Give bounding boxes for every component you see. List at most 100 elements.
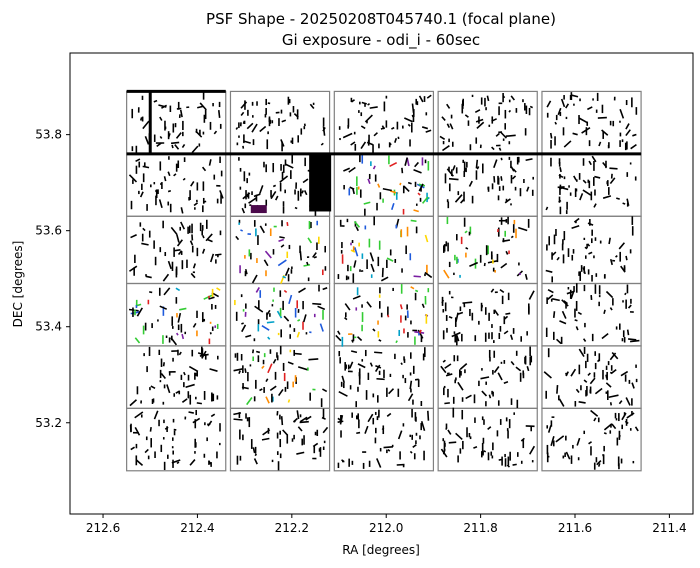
psf-whisker	[265, 396, 270, 404]
psf-whisker	[202, 235, 205, 239]
y-tick-label: 53.4	[35, 320, 62, 334]
psf-whisker	[209, 368, 218, 372]
psf-whisker	[251, 123, 258, 133]
psf-whisker	[625, 255, 628, 261]
psf-whisker	[390, 202, 395, 211]
psf-whisker	[626, 412, 635, 419]
chart-title: PSF Shape - 20250208T045740.1 (focal pla…	[206, 10, 556, 28]
psf-whisker	[360, 141, 367, 149]
ccd-outline	[229, 407, 331, 472]
psf-whisker	[594, 387, 603, 395]
psf-whisker	[219, 190, 224, 199]
psf-whisker	[259, 185, 264, 194]
psf-whisker	[144, 136, 150, 145]
psf-whisker	[624, 420, 629, 425]
psf-whisker	[524, 273, 528, 280]
psf-whisker	[552, 311, 556, 318]
psf-whisker	[355, 226, 359, 232]
psf-whisker	[624, 292, 627, 296]
psf-whisker	[556, 338, 562, 345]
psf-whisker	[293, 113, 299, 118]
psf-whisker	[407, 393, 414, 402]
psf-whisker	[240, 111, 245, 117]
psf-whisker	[238, 370, 241, 375]
psf-whisker	[566, 290, 575, 295]
psf-whisker	[298, 287, 306, 294]
psf-whisker	[208, 159, 212, 166]
psf-whisker	[464, 114, 469, 118]
psf-whisker	[563, 140, 572, 148]
psf-whisker	[171, 459, 181, 464]
psf-whisker	[504, 198, 511, 204]
psf-whisker	[322, 426, 329, 434]
psf-whisker	[587, 372, 591, 377]
psf-whisker	[153, 99, 158, 103]
psf-whisker	[180, 207, 184, 214]
psf-whisker	[386, 412, 392, 417]
ccd-outline	[229, 345, 331, 409]
psf-whisker	[407, 123, 411, 127]
psf-whisker	[179, 307, 187, 311]
psf-whisker	[582, 179, 587, 184]
psf-whisker	[565, 371, 569, 377]
psf-whisker	[139, 117, 143, 121]
psf-whisker	[210, 413, 216, 418]
psf-whisker	[418, 183, 424, 192]
psf-whisker	[149, 427, 152, 432]
psf-whisker	[213, 130, 218, 135]
psf-whisker	[320, 142, 324, 146]
psf-whisker	[593, 203, 597, 208]
psf-whisker	[241, 207, 246, 214]
psf-whisker	[388, 388, 395, 395]
psf-whisker	[282, 429, 289, 436]
psf-whisker	[251, 274, 258, 284]
psf-whisker	[303, 263, 311, 267]
psf-whisker	[217, 110, 221, 118]
psf-whisker	[353, 260, 357, 268]
plot-frame	[69, 52, 694, 515]
psf-whisker	[272, 358, 277, 364]
psf-whisker	[413, 275, 421, 278]
psf-whisker	[605, 290, 614, 299]
psf-whisker	[142, 120, 150, 130]
psf-whisker	[609, 307, 613, 311]
psf-whisker	[565, 103, 570, 109]
psf-whisker	[468, 180, 473, 187]
psf-whisker	[209, 253, 215, 263]
psf-whisker	[510, 235, 514, 239]
psf-whisker	[588, 160, 592, 166]
psf-whisker	[209, 332, 212, 335]
psf-whisker	[233, 412, 242, 416]
psf-whisker	[387, 448, 391, 452]
psf-whisker	[253, 458, 258, 465]
psf-whisker	[512, 463, 517, 466]
psf-whisker	[590, 409, 599, 417]
psf-whisker	[171, 144, 174, 149]
psf-whisker	[299, 251, 303, 261]
psf-whisker	[343, 167, 351, 172]
psf-whisker	[372, 328, 376, 332]
psf-whisker	[233, 368, 243, 372]
psf-whisker	[207, 238, 213, 243]
psf-whisker	[252, 447, 256, 454]
psf-whisker	[139, 191, 144, 198]
psf-whisker	[543, 371, 552, 379]
psf-whisker	[312, 252, 317, 258]
x-tick-label: 211.6	[558, 521, 592, 535]
psf-whisker	[576, 437, 581, 446]
psf-whisker	[598, 141, 602, 147]
psf-whisker	[182, 177, 186, 181]
psf-whisker	[421, 126, 429, 130]
psf-whisker	[446, 103, 451, 109]
psf-whisker	[188, 411, 194, 414]
psf-whisker	[480, 376, 490, 380]
psf-whisker	[360, 125, 366, 130]
psf-whisker	[299, 416, 308, 423]
psf-whisker	[299, 420, 309, 424]
psf-whisker	[134, 411, 144, 419]
psf-whisker	[399, 304, 403, 310]
psf-whisker	[559, 167, 562, 173]
psf-whisker	[503, 330, 509, 335]
psf-whisker	[588, 441, 593, 445]
psf-whisker	[163, 176, 167, 182]
